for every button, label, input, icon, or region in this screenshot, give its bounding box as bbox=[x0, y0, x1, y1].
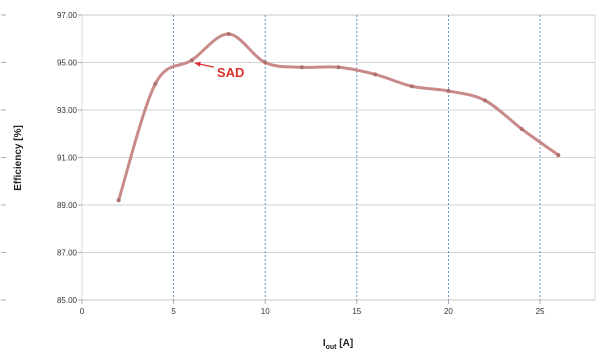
x-axis-label-main: I bbox=[323, 338, 326, 349]
x-axis-label-subscript: out bbox=[326, 344, 338, 351]
x-tick-label: 10 bbox=[261, 307, 270, 316]
data-point bbox=[373, 72, 378, 77]
x-tick-labels: 0 5 10 15 20 25 bbox=[80, 307, 545, 316]
y-tick-label: 89.00 bbox=[57, 201, 78, 210]
annotation-layer: SAD bbox=[194, 61, 244, 80]
data-point bbox=[519, 127, 524, 131]
y-tick-label: 91.00 bbox=[57, 154, 78, 163]
data-point bbox=[299, 65, 304, 70]
data-point bbox=[116, 198, 121, 203]
y-tick-label: 95.00 bbox=[57, 59, 78, 68]
data-point bbox=[336, 65, 341, 70]
data-point bbox=[446, 89, 451, 93]
y-axis-label: Efficiency [%] bbox=[13, 125, 24, 191]
left-outer-tick-marks bbox=[1, 14, 6, 301]
data-point bbox=[226, 32, 231, 36]
y-tick-labels: 85.00 87.00 89.00 91.00 93.00 95.00 97.00 bbox=[57, 11, 78, 305]
data-point bbox=[189, 58, 194, 63]
x-tick-label: 0 bbox=[80, 307, 85, 316]
x-tick-label: 15 bbox=[352, 307, 361, 316]
y-tick-label: 85.00 bbox=[57, 296, 78, 305]
x-tick-label: 20 bbox=[444, 307, 453, 316]
data-point bbox=[153, 81, 158, 86]
annotation-arrowhead bbox=[194, 61, 201, 67]
vertical-gridlines bbox=[81, 15, 541, 304]
y-tick-label: 87.00 bbox=[57, 249, 78, 258]
x-axis-label-unit: [A] bbox=[337, 338, 354, 349]
data-point bbox=[483, 98, 488, 103]
horizontal-gridlines bbox=[78, 14, 595, 301]
annotation-label: SAD bbox=[217, 65, 244, 80]
data-point bbox=[409, 84, 414, 89]
x-axis-label: Iout [A] bbox=[323, 338, 353, 351]
data-point bbox=[556, 153, 561, 158]
y-tick-label: 97.00 bbox=[57, 11, 78, 20]
x-tick-label: 25 bbox=[536, 307, 545, 316]
data-point bbox=[263, 60, 268, 65]
y-tick-label: 93.00 bbox=[57, 106, 78, 115]
series-layer bbox=[116, 32, 561, 203]
x-tick-label: 5 bbox=[171, 307, 176, 316]
